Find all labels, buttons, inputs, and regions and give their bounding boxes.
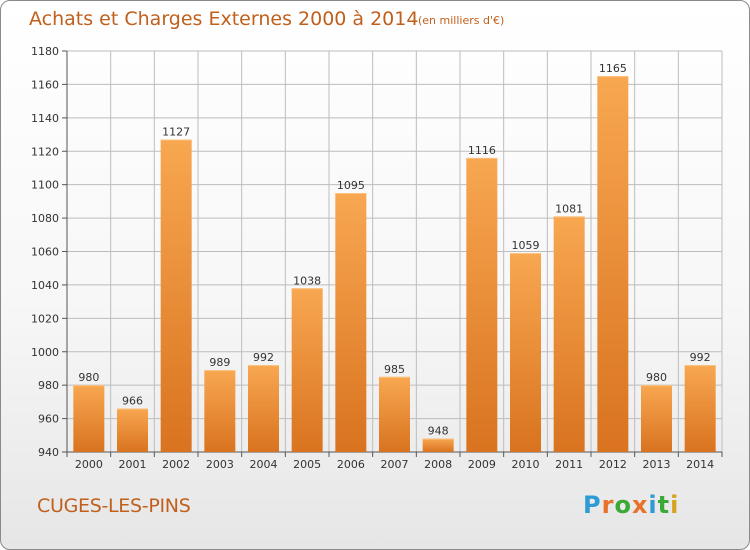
value-label: 1165 [599,62,627,75]
x-tick-label: 2004 [250,458,278,471]
y-tick-label: 940 [38,446,59,459]
y-tick-label: 1060 [31,246,59,259]
y-tick-label: 980 [38,379,59,392]
logo-letter: P [583,491,602,519]
x-tick-label: 2006 [337,458,365,471]
logo-letter: t [657,491,671,519]
commune-name: CUGES-LES-PINS [37,495,191,517]
logo-letter: o [614,491,632,519]
logo-letter: x [631,491,649,519]
bar-2000 [73,385,105,452]
value-label: 1059 [512,239,540,252]
logo-letter: r [601,491,615,519]
y-tick-label: 1100 [31,179,59,192]
chart-subtitle: (en milliers d'€) [418,14,505,27]
y-tick-label: 1120 [31,145,59,158]
x-tick-label: 2000 [75,458,103,471]
y-tick-label: 1080 [31,212,59,225]
logo-letter: i [648,491,658,519]
x-tick-label: 2007 [381,458,409,471]
x-tick-label: 2011 [555,458,583,471]
y-tick-label: 1020 [31,312,59,325]
bar-2003 [204,370,236,452]
bar-2005 [291,288,323,452]
bar-2002 [160,139,192,452]
y-tick-label: 1000 [31,346,59,359]
bar-2001 [117,408,148,452]
value-label: 1095 [337,179,365,192]
value-label: 1127 [162,126,190,139]
value-label: 966 [122,395,143,408]
value-label: 1038 [293,274,321,287]
y-tick-label: 1040 [31,279,59,292]
logo-letter: i [670,491,680,519]
bar-2013 [641,385,672,452]
x-tick-label: 2014 [686,458,714,471]
bar-2004 [248,365,279,452]
bar-2011 [553,216,585,452]
value-label: 989 [209,356,230,369]
bar-2007 [379,376,410,452]
y-tick-label: 960 [38,413,59,426]
bar-2010 [510,253,541,452]
proxiti-logo[interactable]: Proxiti [583,491,679,519]
bar-2009 [466,157,498,452]
value-label: 992 [253,351,274,364]
x-tick-label: 2009 [468,458,496,471]
labels: 940 960 980 1000 1020 1040 1060 1080 1100 1120 114… [31,45,714,471]
x-tick-label: 2012 [599,458,627,471]
chart-title: Achats et Charges Externes 2000 à 2014 [29,8,419,30]
value-label: 1081 [555,202,583,215]
x-tick-label: 2002 [162,458,190,471]
y-tick-label: 1180 [31,45,59,58]
x-tick-label: 2010 [512,458,540,471]
x-tick-label: 2001 [119,458,147,471]
value-label: 948 [428,425,449,438]
bar-2014 [684,365,716,452]
bar-2008 [422,438,454,452]
bar-2012 [597,76,629,452]
value-label: 980 [646,371,667,384]
value-label: 980 [78,371,99,384]
bars [73,76,716,453]
x-tick-label: 2005 [293,458,321,471]
y-tick-label: 1160 [31,78,59,91]
x-tick-label: 2003 [206,458,234,471]
value-label: 1116 [468,144,496,157]
value-label: 992 [690,351,711,364]
x-tick-label: 2008 [424,458,452,471]
y-tick-label: 1140 [31,112,59,125]
bar-2006 [335,193,367,453]
x-tick-label: 2013 [643,458,671,471]
value-label: 985 [384,363,405,376]
